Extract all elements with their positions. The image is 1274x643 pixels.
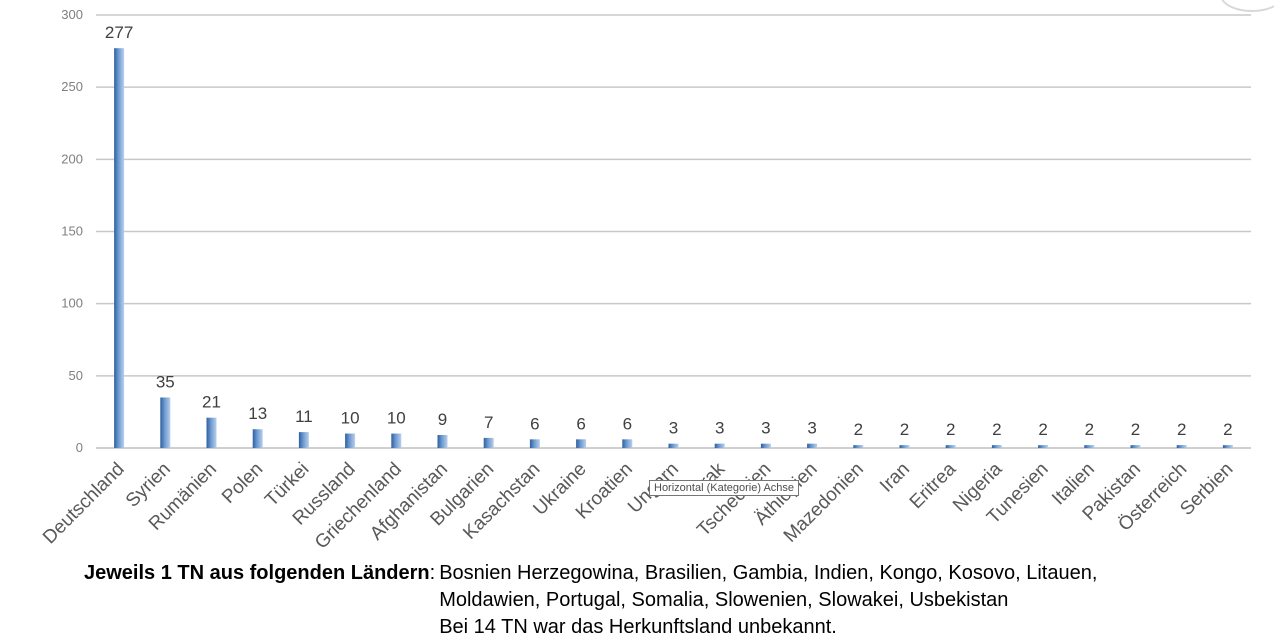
bar[interactable] — [807, 443, 818, 448]
data-label: 6 — [530, 414, 539, 433]
data-label: 2 — [854, 420, 863, 439]
bar[interactable] — [160, 397, 171, 448]
data-label: 3 — [807, 419, 816, 438]
bar[interactable] — [668, 443, 679, 448]
bar[interactable] — [483, 437, 494, 448]
y-tick-label: 150 — [61, 224, 83, 239]
data-label: 3 — [715, 419, 724, 438]
bar[interactable] — [298, 432, 309, 448]
bar[interactable] — [1222, 445, 1233, 448]
y-tick-label: 0 — [76, 440, 83, 455]
y-tick-label: 100 — [61, 296, 83, 311]
bar[interactable] — [252, 429, 263, 448]
data-label: 13 — [248, 404, 267, 423]
data-label: 2 — [1177, 420, 1186, 439]
bar[interactable] — [714, 443, 725, 448]
bar[interactable] — [529, 439, 540, 448]
data-label: 6 — [623, 414, 632, 433]
bar[interactable] — [345, 433, 356, 448]
data-label: 277 — [105, 23, 133, 42]
bar[interactable] — [991, 445, 1002, 448]
bar[interactable] — [1176, 445, 1187, 448]
data-label: 6 — [576, 414, 585, 433]
bar[interactable] — [622, 439, 633, 448]
data-label: 35 — [156, 372, 175, 391]
y-tick-label: 50 — [69, 368, 83, 383]
bar[interactable] — [114, 48, 125, 449]
data-label: 2 — [1131, 420, 1140, 439]
bar[interactable] — [1130, 445, 1141, 448]
footnote-colon: : — [429, 562, 436, 584]
bar[interactable] — [1084, 445, 1095, 448]
bar[interactable] — [437, 435, 448, 448]
bar[interactable] — [760, 443, 771, 448]
data-label: 2 — [1085, 420, 1094, 439]
category-label: Deutschland — [39, 459, 129, 549]
footnote-line-1: Bosnien Herzegowina, Brasilien, Gambia, … — [439, 562, 1098, 584]
data-labels: 277 35 21 13 11 10 10 9 7 6 6 6 3 3 3 3 2 2 2 2 2 2 2 2 2 — [105, 23, 1233, 439]
category-label: Polen — [218, 459, 267, 508]
data-label: 10 — [387, 409, 406, 428]
y-axis: 0 50 100 150 200 250 300 — [61, 7, 83, 455]
data-label: 21 — [202, 393, 221, 412]
category-label: Iran — [876, 459, 914, 497]
data-label: 2 — [1223, 420, 1232, 439]
y-tick-label: 200 — [61, 151, 83, 166]
x-axis[interactable]: DeutschlandSyrienRumänienPolenTürkeiRuss… — [39, 458, 1237, 553]
data-label: 2 — [992, 420, 1001, 439]
data-label: 2 — [1038, 420, 1047, 439]
bar[interactable] — [391, 433, 402, 448]
bar[interactable] — [1038, 445, 1049, 448]
footnote: Jeweils 1 TN aus folgenden Ländern: Bosn… — [84, 560, 1097, 641]
axis-tooltip: Horizontal (Kategorie) Achse — [649, 480, 800, 496]
data-label: 9 — [438, 410, 447, 429]
data-label: 2 — [900, 420, 909, 439]
bar-chart: 0 50 100 150 200 250 300 277 35 21 13 11 10 10 9 7 6 6 6 3… — [39, 7, 1251, 553]
bar[interactable] — [945, 445, 956, 448]
data-label: 3 — [761, 419, 770, 438]
bar[interactable] — [206, 417, 217, 448]
footnote-lead: Jeweils 1 TN aus folgenden Ländern — [84, 562, 430, 584]
data-label: 10 — [341, 409, 360, 428]
y-tick-label: 250 — [61, 79, 83, 94]
gridlines — [96, 14, 1251, 449]
bar[interactable] — [853, 445, 864, 448]
bar[interactable] — [576, 439, 587, 448]
bar[interactable] — [899, 445, 910, 448]
data-label: 3 — [669, 419, 678, 438]
footnote-line-3: Bei 14 TN war das Herkunftsland unbekann… — [439, 616, 837, 638]
y-tick-label: 300 — [61, 7, 83, 22]
footnote-line-2: Moldawien, Portugal, Somalia, Slowenien,… — [439, 589, 1009, 611]
bars — [114, 48, 1233, 449]
data-label: 11 — [295, 407, 313, 426]
data-label: 7 — [484, 413, 493, 432]
data-label: 2 — [946, 420, 955, 439]
